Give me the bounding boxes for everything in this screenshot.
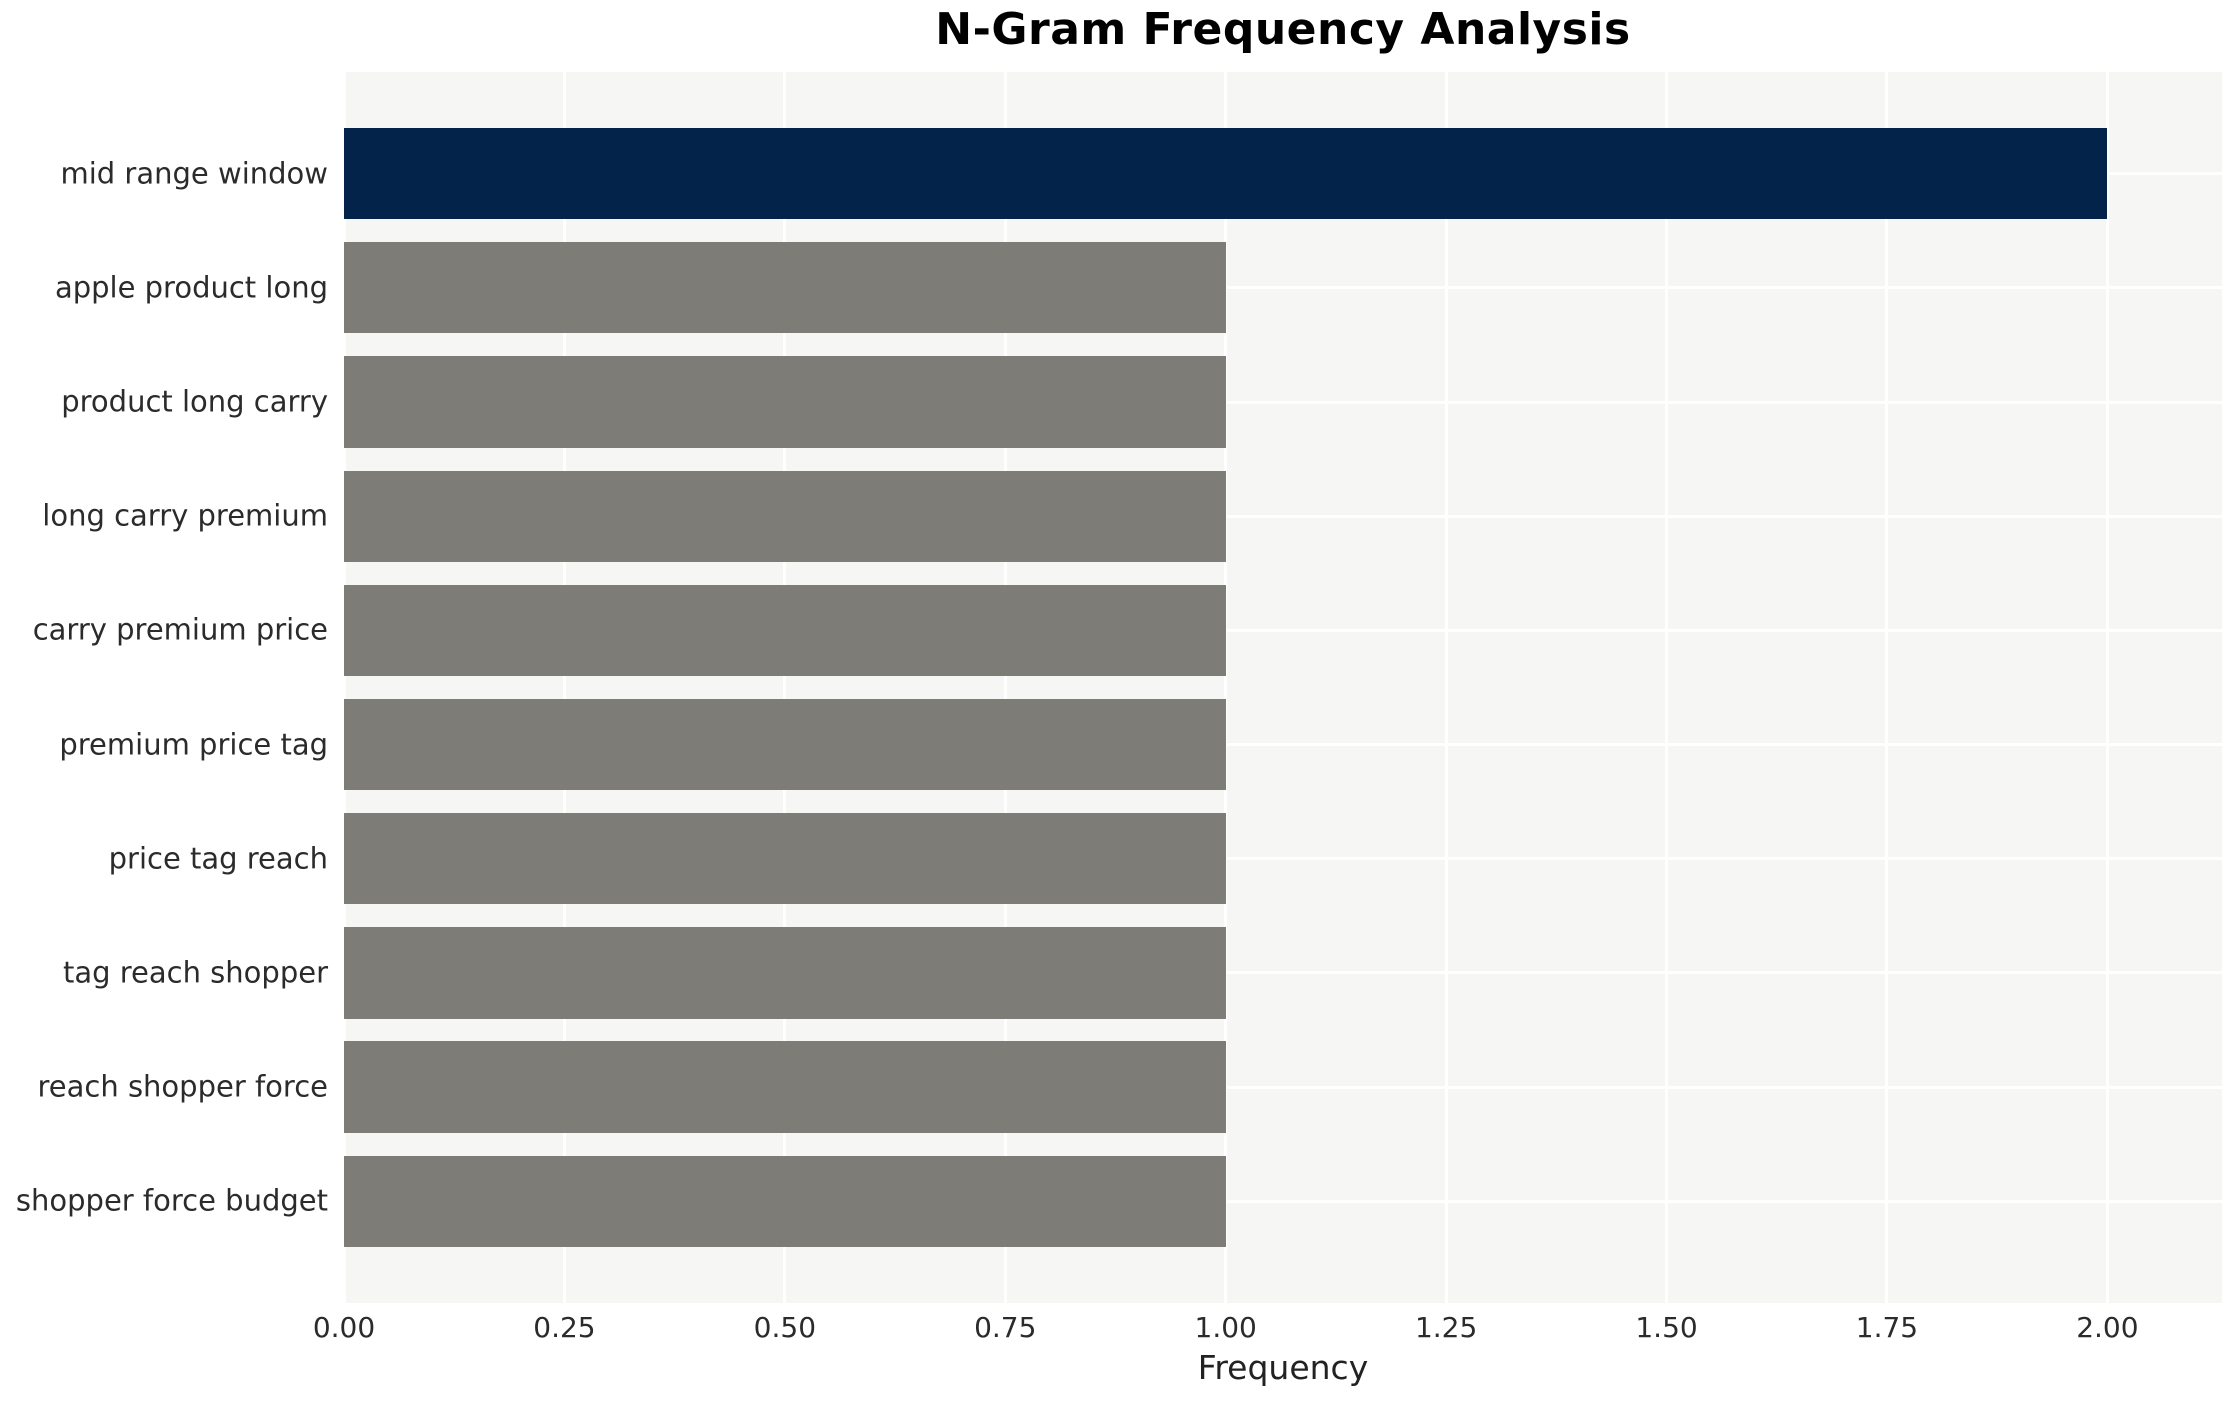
x-gridline [1885, 72, 1889, 1303]
x-gridline [1224, 72, 1228, 1303]
x-gridline [1444, 72, 1448, 1303]
x-gridline [342, 72, 346, 1303]
y-tick-label: premium price tag [59, 727, 328, 762]
x-axis-label: Frequency [1197, 1348, 1369, 1387]
y-gridline [344, 286, 2222, 290]
bar-6 [344, 813, 1226, 905]
y-gridline [344, 1085, 2222, 1089]
bar-0 [344, 127, 2108, 220]
y-gridline [344, 743, 2222, 747]
y-gridline [344, 1199, 2222, 1203]
y-gridline [344, 514, 2222, 518]
x-tick-label: 1.25 [1414, 1311, 1478, 1344]
chart-title: N-Gram Frequency Analysis [935, 4, 1631, 55]
x-tick-label: 0.50 [753, 1311, 817, 1344]
y-gridline [344, 857, 2222, 861]
bar-1 [344, 242, 1226, 334]
bar-8 [344, 1041, 1226, 1133]
bar-4 [344, 584, 1226, 677]
x-tick-label: 1.00 [1194, 1311, 1257, 1344]
bar-3 [344, 470, 1226, 562]
y-tick-label: tag reach shopper [62, 955, 328, 990]
x-gridline [2105, 72, 2109, 1303]
y-tick-label: shopper force budget [15, 1183, 328, 1218]
y-tick-label: mid range window [60, 156, 329, 191]
x-gridline [783, 72, 787, 1303]
y-tick-label: carry premium price [32, 612, 328, 647]
bar-2 [344, 356, 1226, 448]
y-gridline [344, 628, 2222, 632]
y-axis-labels: mid range window apple product long produc… [0, 72, 330, 1303]
plot-area [342, 72, 2222, 1303]
y-tick-label: apple product long [54, 270, 328, 305]
y-gridline [344, 971, 2222, 975]
x-tick-label: 1.50 [1635, 1311, 1698, 1344]
x-tick-label: 2.00 [2076, 1311, 2139, 1344]
y-tick-label: price tag reach [108, 841, 328, 876]
x-tick-label: 1.75 [1855, 1311, 1919, 1344]
x-tick-label: 0.75 [974, 1311, 1037, 1344]
x-gridline [1003, 72, 1007, 1303]
x-gridline [562, 72, 566, 1303]
x-tick-label: 0.25 [533, 1311, 596, 1344]
x-tick-label: 0.00 [312, 1311, 376, 1344]
x-gridline [1665, 72, 1669, 1303]
bar-9 [344, 1155, 1226, 1248]
y-tick-label: long carry premium [42, 498, 328, 533]
bar-5 [344, 698, 1226, 791]
y-tick-label: reach shopper force [37, 1069, 329, 1104]
y-tick-label: product long carry [61, 384, 328, 419]
y-gridline [344, 400, 2222, 404]
bar-7 [344, 927, 1226, 1019]
x-axis-ticks: 0.00 0.25 0.50 0.75 1.00 1.25 1.50 1.75 2.00 [313, 1311, 2222, 1347]
